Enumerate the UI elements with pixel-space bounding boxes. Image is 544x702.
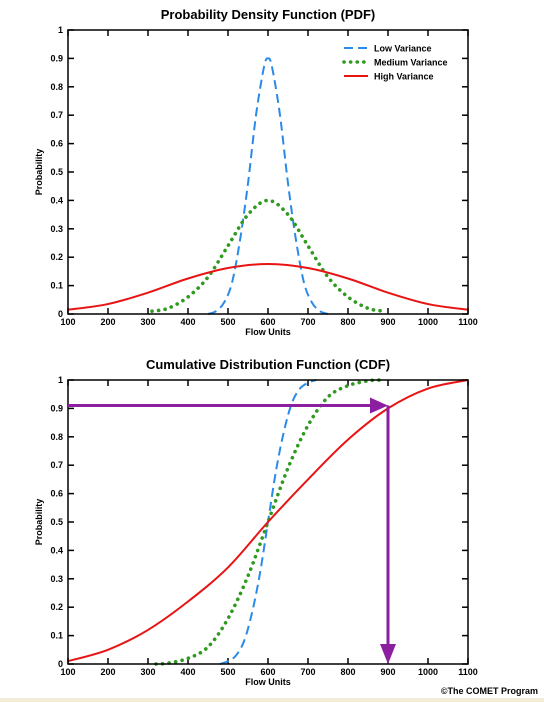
- pdf-xlabel: Flow Units: [245, 327, 291, 337]
- pdf-plot-frame: [67, 29, 469, 315]
- cdf-xtick-label: 100: [60, 667, 75, 677]
- pdf-ytick-label: 0.8: [50, 82, 63, 92]
- cdf-title: Cumulative Distribution Function (CDF): [146, 357, 390, 372]
- pdf-series-medium-variance: [150, 198, 386, 313]
- cdf-ytick-label: 0: [58, 659, 63, 669]
- pdf-ytick-label: 0.4: [50, 195, 63, 205]
- pdf-ytick-label: 0.5: [50, 167, 63, 177]
- cdf-series-medium-variance: [154, 378, 382, 666]
- cdf-xlabel: Flow Units: [245, 677, 291, 687]
- cdf-series-high-variance: [67, 379, 469, 663]
- pdf-title: Probability Density Function (PDF): [161, 7, 376, 22]
- pdf-xtick-label: 600: [260, 317, 275, 327]
- cdf-ylabel: Probability: [34, 499, 44, 546]
- pdf-series-low-variance: [207, 57, 329, 315]
- cdf-xtick-label: 1000: [418, 667, 438, 677]
- cdf-ytick-label: 1: [58, 375, 63, 385]
- cdf-xtick-label: 300: [140, 667, 155, 677]
- pdf-ytick-label: 0.9: [50, 53, 63, 63]
- pdf-xtick-label: 100: [60, 317, 75, 327]
- pdf-xtick-label: 300: [140, 317, 155, 327]
- cdf-xtick-label: 200: [100, 667, 115, 677]
- pdf-ytick-label: 0: [58, 309, 63, 319]
- cdf-xtick-label: 500: [220, 667, 235, 677]
- horizontal-arrow-head: [370, 397, 388, 414]
- pdf-chart: Probability Density Function (PDF) 100 200…: [34, 7, 478, 337]
- cdf-xtick-label: 400: [180, 667, 195, 677]
- pdf-ylabel: Probability: [34, 149, 44, 196]
- cdf-xtick-label: 800: [340, 667, 355, 677]
- cdf-ytick-label: 0.3: [50, 574, 63, 584]
- cdf-ytick-label: 0.9: [50, 403, 63, 413]
- cdf-ytick-label: 0.4: [50, 545, 63, 555]
- pdf-ytick-label: 0.3: [50, 224, 63, 234]
- cdf-ytick-label: 0.8: [50, 432, 63, 442]
- cdf-lookup-arrows: [68, 397, 396, 664]
- pdf-ytick-label: 0.2: [50, 252, 63, 262]
- credit-text: ©The COMET Program: [440, 686, 538, 696]
- pdf-xtick-label: 200: [100, 317, 115, 327]
- pdf-xtick-label: 400: [180, 317, 195, 327]
- pdf-legend: Low Variance Medium Variance High Variance: [342, 44, 448, 82]
- vertical-arrow-head: [380, 644, 396, 664]
- cdf-plot-frame: [67, 379, 469, 665]
- cdf-chart: Cumulative Distribution Function (CDF)10…: [34, 357, 478, 687]
- bottom-rule: [0, 698, 544, 702]
- pdf-xtick-label: 500: [220, 317, 235, 327]
- pdf-xtick-label: 800: [340, 317, 355, 327]
- pdf-xtick-label: 1100: [458, 317, 478, 327]
- cdf-ytick-label: 0.2: [50, 602, 63, 612]
- cdf-xtick-label: 1100: [458, 667, 478, 677]
- legend-label-medium-variance: Medium Variance: [374, 58, 448, 68]
- pdf-ytick-label: 0.1: [50, 281, 63, 291]
- cdf-ytick-label: 0.7: [50, 460, 63, 470]
- cdf-xtick-label: 600: [260, 667, 275, 677]
- cdf-xtick-label: 700: [300, 667, 315, 677]
- pdf-ytick-label: 0.7: [50, 110, 63, 120]
- cdf-ytick-label: 0.1: [50, 631, 63, 641]
- cdf-ytick-label: 0.6: [50, 489, 63, 499]
- pdf-xtick-label: 900: [380, 317, 395, 327]
- pdf-series-high-variance: [67, 263, 469, 311]
- pdf-ytick-label: 0.6: [50, 139, 63, 149]
- cdf-ytick-label: 0.5: [50, 517, 63, 527]
- cdf-xtick-label: 900: [380, 667, 395, 677]
- pdf-xtick-label: 1000: [418, 317, 438, 327]
- legend-label-low-variance: Low Variance: [374, 44, 432, 54]
- legend-label-high-variance: High Variance: [374, 72, 434, 82]
- pdf-xtick-label: 700: [300, 317, 315, 327]
- pdf-ytick-label: 1: [58, 25, 63, 35]
